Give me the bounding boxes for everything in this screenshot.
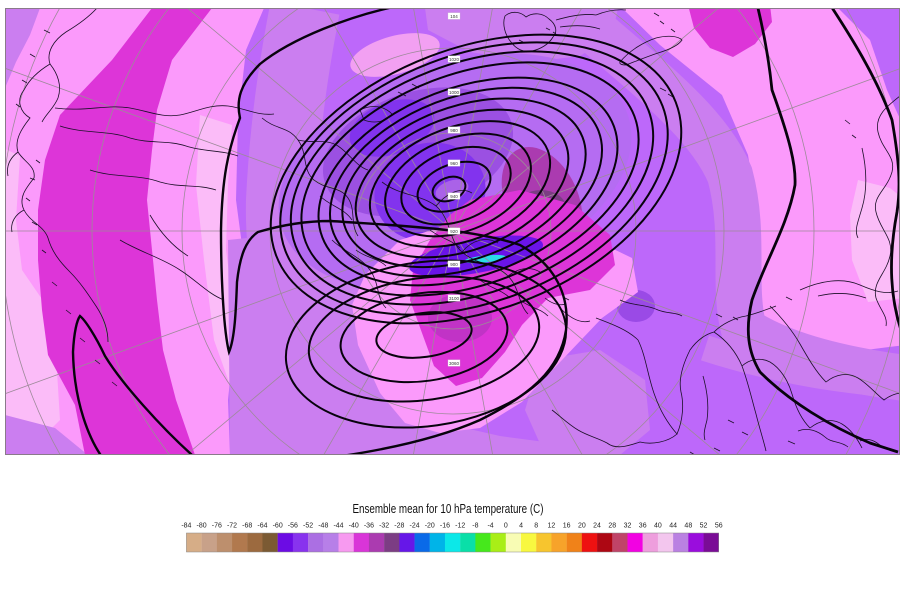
svg-text:-60: -60: [273, 523, 283, 530]
svg-text:36: 36: [639, 523, 647, 530]
svg-text:48: 48: [684, 523, 692, 530]
svg-text:920: 920: [450, 229, 458, 234]
svg-text:0: 0: [504, 523, 508, 530]
svg-text:-20: -20: [425, 523, 435, 530]
svg-text:104: 104: [450, 14, 458, 19]
svg-text:28: 28: [608, 523, 616, 530]
svg-text:44: 44: [669, 523, 677, 530]
svg-text:-64: -64: [257, 523, 267, 530]
svg-text:-12: -12: [455, 523, 465, 530]
svg-text:12: 12: [548, 523, 556, 530]
svg-text:-28: -28: [394, 523, 404, 530]
svg-text:-76: -76: [212, 523, 222, 530]
svg-text:16: 16: [563, 523, 571, 530]
svg-text:Ensemble mean for 10 hPa tempe: Ensemble mean for 10 hPa temperature (C): [353, 502, 544, 516]
svg-text:3100: 3100: [449, 296, 460, 301]
svg-text:-24: -24: [409, 523, 419, 530]
svg-text:20: 20: [578, 523, 586, 530]
svg-text:4: 4: [519, 523, 523, 530]
svg-text:-8: -8: [472, 523, 478, 530]
svg-text:1020: 1020: [449, 57, 460, 62]
svg-text:56: 56: [715, 523, 723, 530]
svg-text:-44: -44: [333, 523, 343, 530]
svg-text:-48: -48: [318, 523, 328, 530]
svg-text:1000: 1000: [449, 90, 460, 95]
svg-text:-16: -16: [440, 523, 450, 530]
svg-text:940: 940: [450, 194, 458, 199]
svg-text:960: 960: [450, 161, 458, 166]
svg-text:-4: -4: [487, 523, 493, 530]
svg-text:-56: -56: [288, 523, 298, 530]
svg-text:-52: -52: [303, 523, 313, 530]
svg-text:-32: -32: [379, 523, 389, 530]
svg-text:3060: 3060: [449, 361, 460, 366]
svg-text:52: 52: [700, 523, 708, 530]
svg-text:980: 980: [450, 128, 458, 133]
svg-text:32: 32: [624, 523, 632, 530]
svg-text:8: 8: [534, 523, 538, 530]
svg-text:24: 24: [593, 523, 601, 530]
svg-text:900: 900: [450, 262, 458, 267]
svg-text:-68: -68: [242, 523, 252, 530]
svg-text:-36: -36: [364, 523, 374, 530]
svg-text:-84: -84: [181, 523, 191, 530]
svg-text:-40: -40: [349, 523, 359, 530]
svg-text:-80: -80: [197, 523, 207, 530]
svg-text:-72: -72: [227, 523, 237, 530]
svg-text:40: 40: [654, 523, 662, 530]
